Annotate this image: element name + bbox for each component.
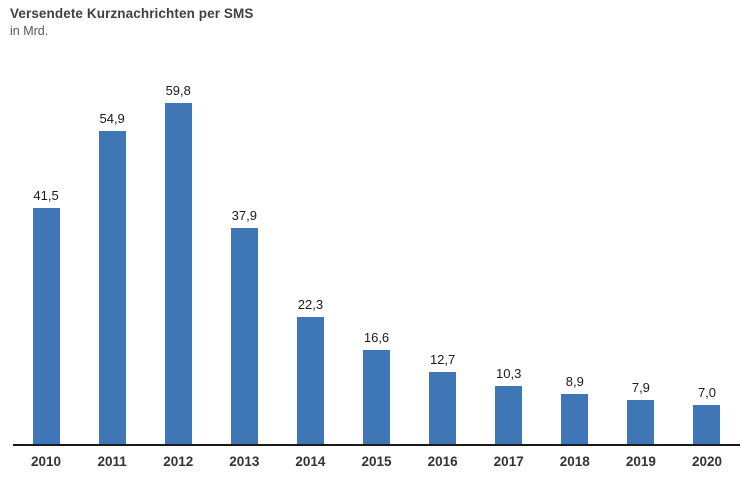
bar-group-2020: 7,0 [674, 60, 740, 445]
bar-2018 [561, 394, 589, 445]
bar-2019 [627, 400, 655, 445]
bar-2017 [495, 386, 523, 445]
bar-group-2014: 22,3 [277, 60, 343, 445]
x-axis-label-2014: 2014 [295, 454, 326, 469]
bar-value-label: 7,9 [631, 380, 650, 395]
chart-subtitle: in Mrd. [10, 24, 49, 38]
bar-chart-plot-area: 41,5 54,9 59,8 37,9 22,3 16,6 12,7 10,3 8,9 7,9 7,… [13, 60, 740, 445]
bar-group-2016: 12,7 [410, 60, 476, 445]
bar-value-label: 54,9 [99, 111, 125, 126]
bar-group-2017: 10,3 [476, 60, 542, 445]
bar-value-label: 59,8 [165, 83, 191, 98]
bar-2016 [429, 372, 457, 445]
bar-value-label: 22,3 [297, 297, 324, 312]
bar-2012 [164, 103, 192, 445]
bar-2011 [98, 131, 126, 445]
x-axis-label-2013: 2013 [229, 454, 260, 469]
bar-group-2018: 8,9 [542, 60, 608, 445]
x-axis-label-2011: 2011 [97, 454, 127, 469]
bar-group-2012: 59,8 [145, 60, 211, 445]
chart-header: Versendete Kurznachrichten per SMS in Mr… [10, 6, 253, 38]
x-axis-label-2020: 2020 [691, 454, 722, 469]
bar-group-2013: 37,9 [211, 60, 277, 445]
bar-2020 [693, 405, 721, 445]
bar-value-label: 16,6 [363, 330, 390, 345]
x-axis-label-2017: 2017 [493, 454, 524, 469]
x-axis-label-2018: 2018 [559, 454, 590, 469]
bar-value-label: 37,9 [231, 208, 257, 223]
x-axis-label-2016: 2016 [427, 454, 458, 469]
bar-value-label: 8,9 [565, 374, 584, 389]
bar-value-label: 10,3 [496, 366, 522, 381]
x-axis-labels: 2010 2011 2012 2013 2014 2015 2016 2017 2018 2019… [13, 454, 740, 469]
bar-value-label: 12,7 [429, 352, 456, 367]
x-axis-label-2012: 2012 [163, 454, 194, 469]
bar-2013 [230, 228, 258, 445]
chart-title: Versendete Kurznachrichten per SMS [10, 6, 254, 21]
bar-value-label: 7,0 [697, 385, 717, 400]
bar-2010 [32, 208, 60, 445]
x-axis-label-2015: 2015 [361, 454, 392, 469]
bar-group-2011: 54,9 [79, 60, 145, 445]
x-axis-label-2019: 2019 [625, 454, 656, 469]
bar-2014 [296, 317, 324, 445]
x-axis-line [13, 444, 740, 446]
bar-group-2015: 16,6 [343, 60, 409, 445]
bar-2015 [363, 350, 391, 445]
x-axis-label-2010: 2010 [31, 454, 62, 469]
bar-group-2010: 41,5 [13, 60, 79, 445]
bar-group-2019: 7,9 [608, 60, 674, 445]
bar-value-label: 41,5 [33, 188, 59, 203]
